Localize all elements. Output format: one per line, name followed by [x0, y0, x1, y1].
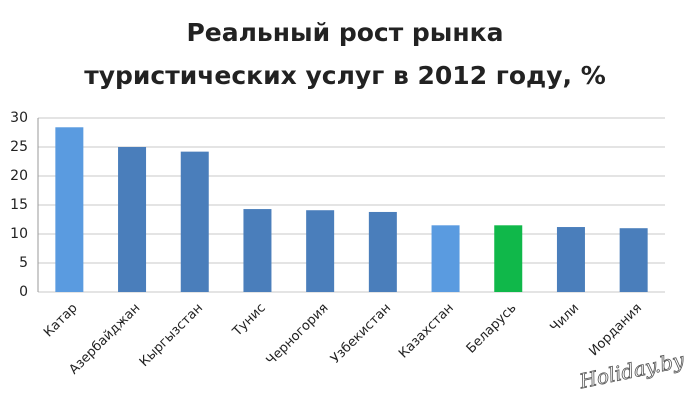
- bar: [118, 147, 147, 292]
- bar: [243, 209, 272, 292]
- y-tick-label: 5: [19, 255, 28, 271]
- x-tick-label: Черногория: [264, 301, 332, 369]
- bar: [619, 228, 648, 292]
- x-tick-label: Беларусь: [464, 301, 520, 357]
- bar: [306, 210, 335, 292]
- bar: [494, 225, 523, 292]
- y-tick-label: 20: [10, 168, 28, 184]
- x-tick-label: Тунис: [229, 301, 268, 340]
- y-tick-label: 15: [10, 197, 28, 213]
- y-tick-label: 10: [10, 226, 28, 242]
- y-tick-label: 25: [10, 139, 28, 155]
- chart-title: туристических услуг в 2012 году, %: [84, 61, 606, 90]
- bar: [556, 227, 585, 292]
- bar: [180, 151, 209, 292]
- x-tick-label: Чили: [548, 301, 583, 336]
- bar: [368, 211, 397, 292]
- x-tick-label: Кыргызстан: [137, 301, 206, 370]
- chart-title: Реальный рост рынка: [186, 18, 503, 47]
- x-tick-label: Иордания: [587, 301, 645, 359]
- x-tick-label: Казахстан: [396, 301, 457, 362]
- x-tick-label: Узбекистан: [328, 301, 394, 367]
- y-tick-label: 30: [10, 110, 28, 126]
- y-tick-label: 0: [19, 284, 28, 300]
- bar: [431, 225, 460, 292]
- x-tick-label: Катар: [41, 301, 81, 341]
- bar: [55, 127, 84, 292]
